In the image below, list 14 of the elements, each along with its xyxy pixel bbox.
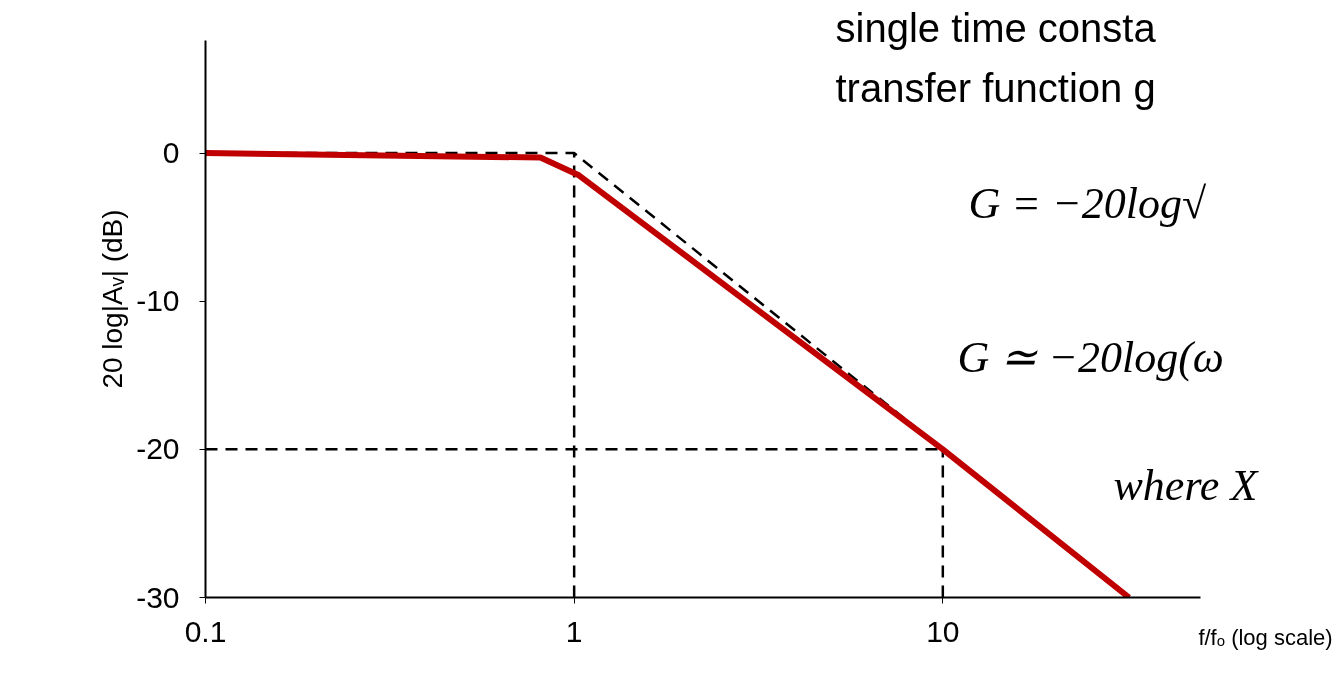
annotation: where X: [1113, 460, 1260, 510]
annotation: transfer function g: [835, 65, 1156, 110]
y-tick-label: -20: [136, 432, 180, 466]
x-tick-label: 1: [565, 614, 583, 648]
y-tick-label: -10: [136, 284, 180, 318]
x-tick-label: 10: [926, 614, 960, 648]
annotation: G = −20log√: [968, 178, 1207, 228]
x-axis-title: f/fₒ (log scale): [1198, 624, 1333, 650]
y-tick-label: -30: [136, 580, 180, 614]
y-axis-title: 20 log|Aᵥ| (dB): [97, 209, 129, 389]
annotation: G ≃ −20log(ω: [957, 332, 1224, 382]
annotation: single time consta: [835, 5, 1157, 50]
x-tick-label: 0.1: [184, 614, 227, 648]
y-tick-label: 0: [162, 136, 180, 170]
